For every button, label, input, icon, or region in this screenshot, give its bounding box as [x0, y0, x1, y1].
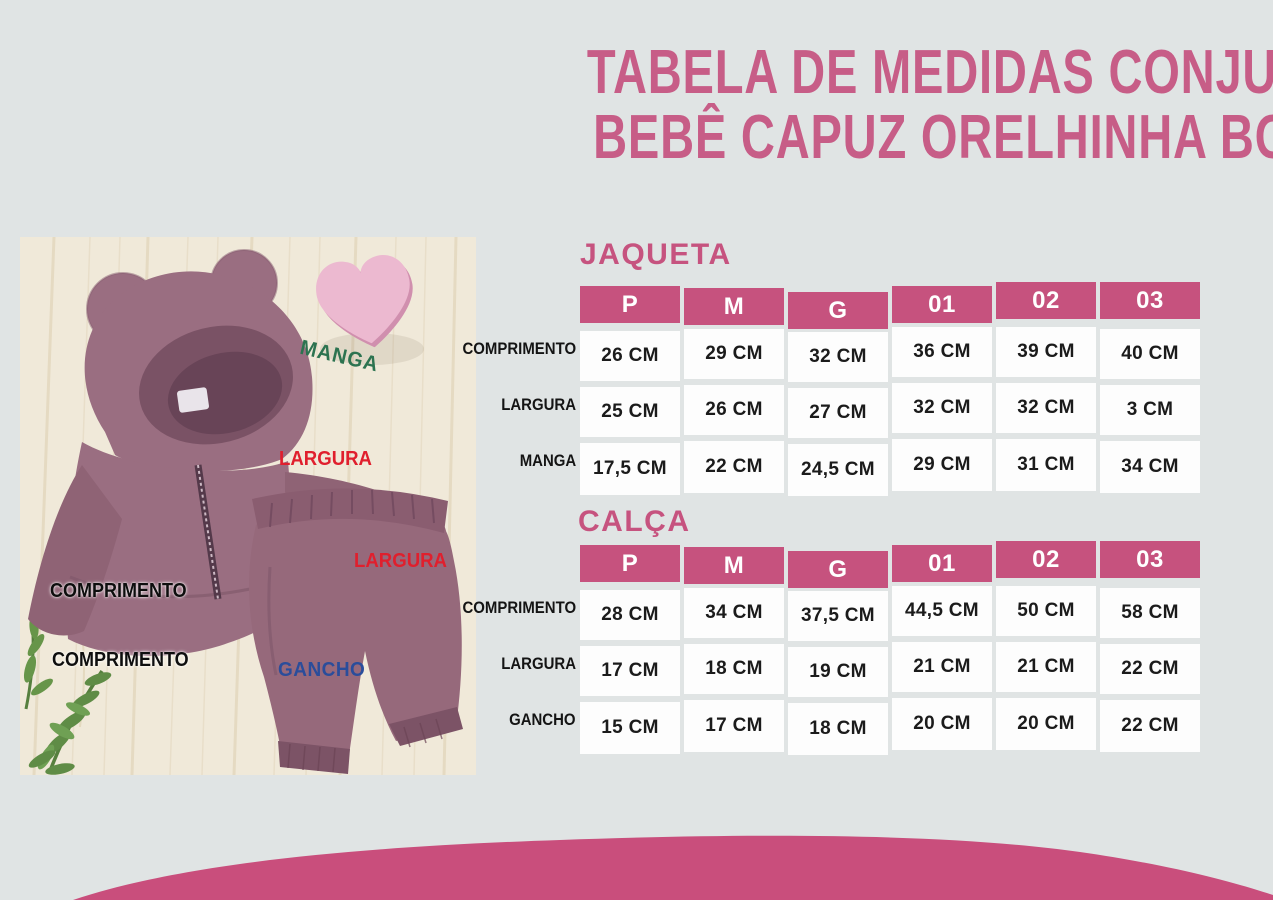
jacket-row-label-manga: MANGA	[519, 451, 576, 470]
page-title-line-1: TABELA DE MEDIDAS CONJUNTO	[586, 38, 1273, 107]
jacket-row-label-comprimento: COMPRIMENTO	[462, 339, 576, 358]
pants-table-heading: CALÇA	[578, 505, 691, 538]
size-cell: 29 CM	[684, 329, 784, 379]
plant-decoration	[23, 615, 112, 775]
heart-prop-icon	[316, 254, 424, 365]
size-cell: 37,5 CM	[788, 591, 888, 641]
size-cell: 20 CM	[996, 698, 1096, 750]
size-cell: 22 CM	[1100, 700, 1200, 752]
pants-column-header-02: 02	[996, 541, 1096, 578]
size-cell: 40 CM	[1100, 329, 1200, 379]
size-cell: 3 CM	[1100, 385, 1200, 435]
size-cell: 26 CM	[580, 331, 680, 381]
size-cell: 50 CM	[996, 586, 1096, 636]
jacket-column-header-02: 02	[996, 282, 1096, 319]
size-cell: 19 CM	[788, 647, 888, 697]
page-title-line-2: BEBÊ CAPUZ ORELHINHA BOUCLE	[593, 103, 1273, 172]
size-cell: 24,5 CM	[788, 444, 888, 496]
pants-column-header-p: P	[580, 545, 680, 582]
jacket-table-heading: JAQUETA	[580, 238, 732, 271]
pants-column-header-01: 01	[892, 545, 992, 582]
pants-size-table: P M G 01 02 03 COMPRIMENTO 28 CM 34 CM 3…	[455, 541, 1200, 755]
photo-label-largura-pants: LARGURA	[354, 550, 447, 572]
size-cell: 17,5 CM	[580, 443, 680, 495]
size-cell: 44,5 CM	[892, 586, 992, 636]
page-title: TABELA DE MEDIDAS CONJUNTO BEBÊ CAPUZ OR…	[462, 38, 1273, 172]
size-cell: 22 CM	[684, 441, 784, 493]
size-cell: 17 CM	[684, 700, 784, 752]
photo-label-comprimento-pants: COMPRIMENTO	[52, 649, 189, 671]
size-cell: 34 CM	[1100, 441, 1200, 493]
size-cell: 20 CM	[892, 698, 992, 750]
size-cell: 27 CM	[788, 388, 888, 438]
size-cell: 34 CM	[684, 588, 784, 638]
size-cell: 36 CM	[892, 327, 992, 377]
size-cell: 25 CM	[580, 387, 680, 437]
size-cell: 29 CM	[892, 439, 992, 491]
size-cell: 18 CM	[788, 703, 888, 755]
pants-column-header-03: 03	[1100, 541, 1200, 578]
jacket-column-header-p: P	[580, 286, 680, 323]
size-cell: 32 CM	[892, 383, 992, 433]
size-cell: 31 CM	[996, 439, 1096, 491]
jacket-size-table: P M G 01 02 03 COMPRIMENTO 26 CM 29 CM 3…	[455, 282, 1200, 496]
jacket-column-header-01: 01	[892, 286, 992, 323]
pants-row-label-largura: LARGURA	[501, 654, 576, 673]
pants-row-label-gancho: GANCHO	[509, 710, 576, 729]
size-cell: 32 CM	[788, 332, 888, 382]
size-cell: 18 CM	[684, 644, 784, 694]
photo-label-largura-jacket: LARGURA	[279, 448, 372, 470]
product-photo: MANGA LARGURA LARGURA COMPRIMENTO COMPRI…	[20, 237, 476, 775]
photo-label-comprimento-jacket: COMPRIMENTO	[50, 580, 187, 602]
jacket-row-label-largura: LARGURA	[501, 395, 576, 414]
pants-column-header-m: M	[684, 547, 784, 584]
size-cell: 22 CM	[1100, 644, 1200, 694]
jacket-illustration	[28, 249, 447, 656]
size-cell: 15 CM	[580, 702, 680, 754]
jacket-column-header-m: M	[684, 288, 784, 325]
jacket-column-header-g: G	[788, 292, 888, 329]
size-cell: 39 CM	[996, 327, 1096, 377]
jacket-column-header-03: 03	[1100, 282, 1200, 319]
pants-column-header-g: G	[788, 551, 888, 588]
size-cell: 58 CM	[1100, 588, 1200, 638]
size-cell: 26 CM	[684, 385, 784, 435]
pants-row-label-comprimento: COMPRIMENTO	[462, 598, 576, 617]
size-cell: 21 CM	[996, 642, 1096, 692]
photo-label-gancho: GANCHO	[278, 659, 366, 681]
size-cell: 17 CM	[580, 646, 680, 696]
size-cell: 21 CM	[892, 642, 992, 692]
product-photo-illustration	[20, 237, 476, 775]
size-cell: 28 CM	[580, 590, 680, 640]
size-cell: 32 CM	[996, 383, 1096, 433]
pants-illustration	[249, 488, 463, 774]
